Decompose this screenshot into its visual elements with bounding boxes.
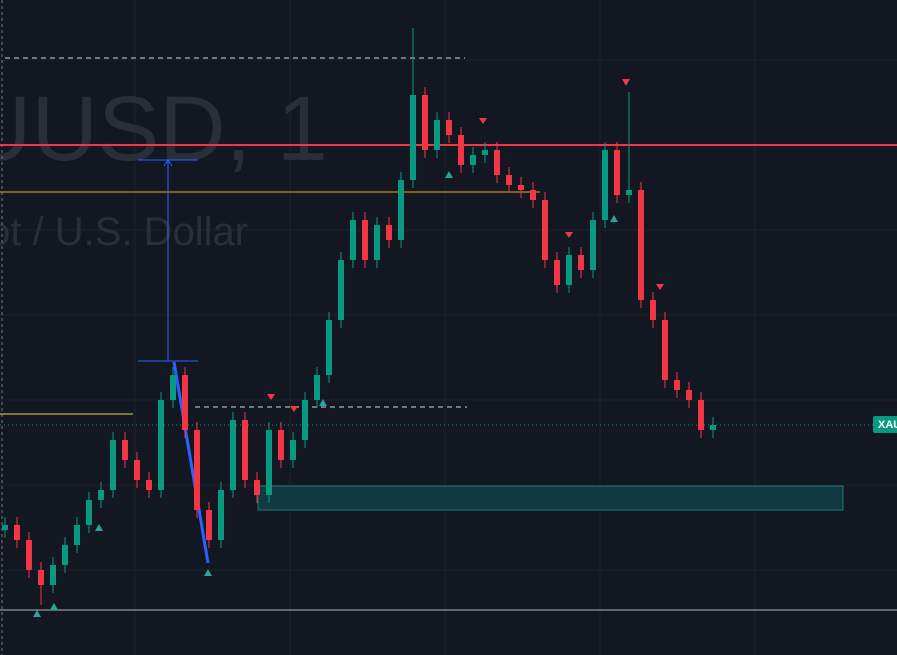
candle-body xyxy=(314,375,320,400)
candle-body xyxy=(554,260,560,285)
candle-body xyxy=(230,420,236,490)
candle-body xyxy=(518,185,524,190)
candle-body xyxy=(686,390,692,400)
candle-body xyxy=(266,430,272,495)
candle-body xyxy=(530,190,536,200)
candle-body xyxy=(278,430,284,460)
candle-body xyxy=(626,190,632,195)
candle-body xyxy=(182,375,188,430)
candle-body xyxy=(458,135,464,165)
candle-body xyxy=(674,380,680,390)
candle-body xyxy=(2,525,8,530)
candle-body xyxy=(338,260,344,320)
measure-tool xyxy=(138,159,198,362)
candle-body xyxy=(38,570,44,585)
candle-body xyxy=(86,500,92,525)
candle-body xyxy=(326,320,332,375)
candle-body xyxy=(74,525,80,545)
candle-body xyxy=(290,440,296,460)
candle-body xyxy=(218,490,224,540)
candle-body xyxy=(98,490,104,500)
candle-body xyxy=(446,120,452,135)
candle-body xyxy=(26,540,32,570)
signal-markers xyxy=(33,79,664,617)
candle-body xyxy=(494,150,500,175)
candle-body xyxy=(206,510,212,540)
candle-body xyxy=(482,150,488,155)
candle-body xyxy=(254,480,260,495)
candle-body xyxy=(434,120,440,150)
candle-body xyxy=(578,255,584,270)
zone-box xyxy=(257,485,844,511)
candle-body xyxy=(602,150,608,220)
candle-body xyxy=(566,255,572,285)
candle-body xyxy=(542,200,548,260)
candle-body xyxy=(710,425,716,430)
price-badge xyxy=(873,416,897,433)
candle-body xyxy=(50,565,56,585)
candle-body xyxy=(134,460,140,480)
candle-body xyxy=(302,400,308,440)
candle-body xyxy=(170,375,176,400)
candle-body xyxy=(194,430,200,510)
candles xyxy=(2,28,716,605)
candle-body xyxy=(62,545,68,565)
candle-body xyxy=(422,95,428,150)
candle-body xyxy=(470,155,476,165)
candle-body xyxy=(662,320,668,380)
candle-body xyxy=(14,525,20,540)
candle-body xyxy=(122,440,128,460)
candle-body xyxy=(374,225,380,260)
candle-body xyxy=(362,220,368,260)
candle-body xyxy=(398,180,404,240)
candle-body xyxy=(386,225,392,240)
candle-body xyxy=(350,220,356,260)
watermark-subtitle: ot / U.S. Dollar xyxy=(0,210,248,254)
candle-body xyxy=(110,440,116,490)
candle-body xyxy=(242,420,248,480)
candle-body xyxy=(146,480,152,490)
candle-body xyxy=(410,95,416,180)
trend-line xyxy=(172,361,210,564)
candle-body xyxy=(698,400,704,430)
candle-body xyxy=(650,300,656,320)
candle-body xyxy=(614,150,620,195)
candle-body xyxy=(506,175,512,185)
candle-body xyxy=(158,400,164,490)
candle-body xyxy=(590,220,596,270)
watermark: UUSD, 1 xyxy=(0,78,328,180)
price-badge-label: XAU xyxy=(878,419,897,431)
candle-body xyxy=(638,190,644,300)
